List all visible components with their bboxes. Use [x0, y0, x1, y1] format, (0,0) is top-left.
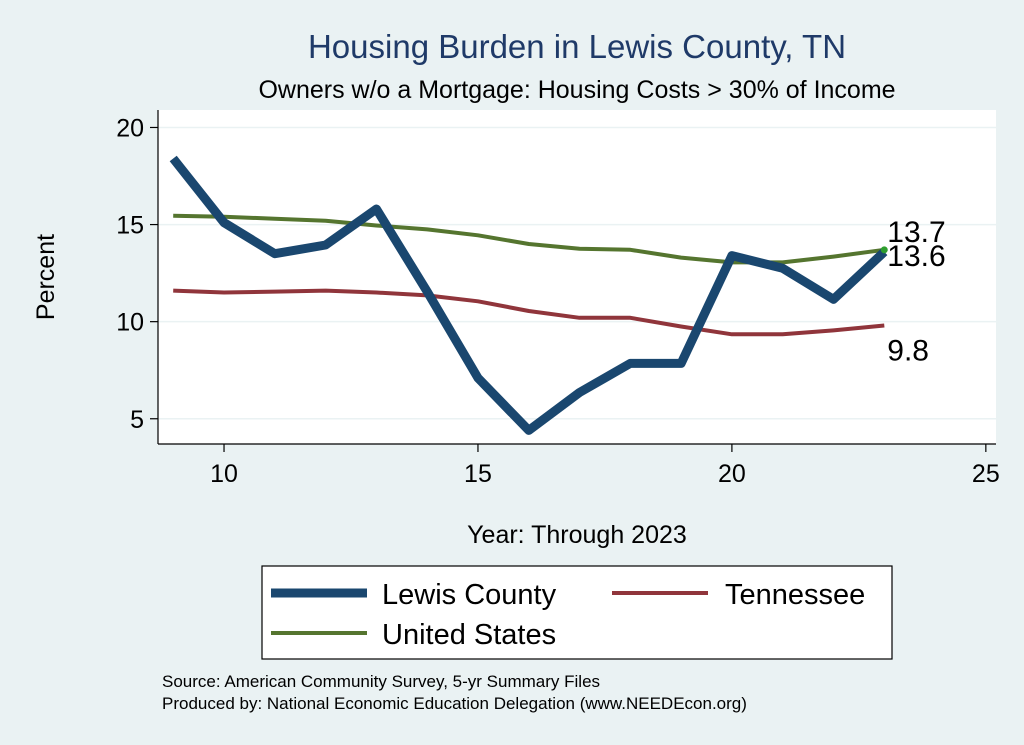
- gridlines: [158, 126, 996, 420]
- end-label-lewis-county: 13.6: [887, 240, 945, 273]
- producer-note: Produced by: National Economic Education…: [162, 694, 747, 713]
- series-lines: [169, 155, 888, 435]
- x-axis-ticks: 10 15 20 25: [210, 444, 1000, 488]
- end-label-tennessee: 9.8: [887, 335, 929, 368]
- y-tick-label-15: 15: [116, 212, 144, 240]
- legend-label-tennessee: Tennessee: [725, 579, 865, 611]
- y-axis-ticks: 5 10 15 20: [116, 114, 158, 434]
- end-labels: 9.8 13.713.6: [887, 216, 945, 368]
- x-tick-label-20: 20: [718, 460, 746, 488]
- legend-box: [261, 565, 893, 660]
- x-axis-label: Year: Through 2023: [467, 521, 687, 549]
- legend-label-united-states: United States: [382, 619, 556, 651]
- y-axis-label: Percent: [32, 234, 60, 320]
- legend: Lewis County Tennessee United States: [261, 565, 893, 660]
- x-tick-label-25: 25: [972, 460, 1000, 488]
- y-tick-label-5: 5: [130, 406, 144, 434]
- source-note: Source: American Community Survey, 5-yr …: [162, 672, 600, 691]
- legend-label-lewis-county: Lewis County: [382, 579, 557, 611]
- end-label-united-states: 13.7: [887, 216, 945, 249]
- chart-title: Housing Burden in Lewis County, TN: [308, 28, 846, 65]
- series-line-lewis-county: [169, 155, 888, 435]
- series-endpoint-united-states: [880, 246, 888, 254]
- chart-subtitle: Owners w/o a Mortgage: Housing Costs > 3…: [258, 76, 895, 104]
- y-tick-label-10: 10: [116, 309, 144, 337]
- y-tick-label-20: 20: [116, 114, 144, 142]
- series-line-tennessee: [173, 288, 885, 337]
- x-tick-label-10: 10: [210, 460, 238, 488]
- x-tick-label-15: 15: [464, 460, 492, 488]
